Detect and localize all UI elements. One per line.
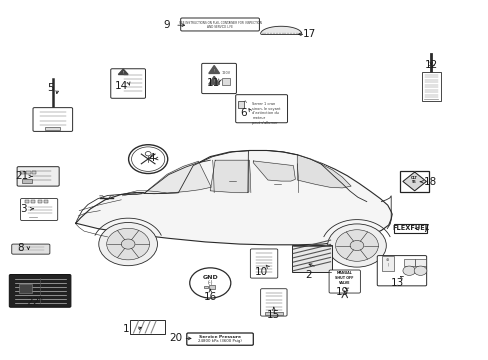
Bar [291, 245, 331, 272]
Text: 18: 18 [423, 177, 436, 187]
Bar [32, 171, 36, 174]
Text: AND SERVICE LIFE: AND SERVICE LIFE [206, 25, 233, 30]
Text: Serrer 1 cran
sinon, le voyant
d'extinction du
moteur
peut s'allumer: Serrer 1 cran sinon, le voyant d'extinct… [252, 102, 280, 125]
Bar [209, 285, 215, 289]
FancyBboxPatch shape [12, 244, 50, 254]
Bar [44, 200, 48, 203]
Circle shape [99, 222, 157, 266]
Bar [400, 171, 428, 192]
Bar [38, 200, 42, 203]
Text: 2: 2 [304, 270, 311, 280]
Bar [45, 127, 60, 130]
Text: 4: 4 [148, 153, 155, 163]
Circle shape [121, 239, 135, 249]
Polygon shape [260, 26, 301, 34]
Text: 10: 10 [255, 267, 267, 277]
FancyBboxPatch shape [328, 270, 360, 293]
Circle shape [131, 147, 164, 171]
Bar [31, 200, 35, 203]
Text: 8: 8 [18, 243, 24, 253]
FancyBboxPatch shape [20, 199, 58, 220]
Text: 7: 7 [421, 224, 428, 234]
Text: 11: 11 [206, 78, 220, 88]
Text: 15: 15 [266, 310, 280, 320]
FancyBboxPatch shape [33, 108, 73, 131]
Circle shape [327, 224, 386, 267]
Text: 1: 1 [122, 324, 129, 334]
Text: 17: 17 [302, 29, 316, 39]
Bar [26, 171, 30, 174]
FancyBboxPatch shape [9, 274, 71, 307]
Bar [204, 286, 208, 288]
Text: (-): (-) [207, 280, 213, 285]
Polygon shape [118, 69, 128, 75]
Text: 19: 19 [335, 287, 348, 297]
Circle shape [413, 266, 426, 275]
Bar [22, 180, 32, 183]
FancyBboxPatch shape [201, 63, 236, 94]
Bar [130, 320, 165, 334]
Circle shape [106, 228, 149, 260]
Text: GND: GND [202, 275, 218, 280]
Bar [19, 284, 31, 292]
Polygon shape [210, 160, 248, 193]
Polygon shape [253, 161, 295, 181]
Bar [24, 200, 29, 203]
Text: Service Pressure: Service Pressure [199, 334, 241, 339]
Text: !: ! [122, 71, 124, 75]
FancyBboxPatch shape [110, 69, 145, 98]
Circle shape [349, 240, 363, 251]
Text: OLT
95: OLT 95 [410, 176, 417, 184]
FancyBboxPatch shape [377, 256, 426, 286]
FancyBboxPatch shape [260, 289, 286, 316]
Circle shape [335, 230, 378, 261]
Text: 14: 14 [114, 81, 128, 91]
Text: FLEXFUEL: FLEXFUEL [391, 225, 428, 231]
Text: 24800 kPa (3600 Psig): 24800 kPa (3600 Psig) [198, 339, 242, 343]
Polygon shape [208, 76, 219, 84]
Circle shape [189, 268, 230, 298]
FancyBboxPatch shape [186, 333, 253, 345]
Bar [421, 72, 440, 101]
Polygon shape [144, 161, 211, 194]
Text: 9: 9 [163, 20, 169, 30]
Text: ⊕
|: ⊕ | [385, 258, 389, 266]
Text: MANUAL
SHUT OFF
VALVE: MANUAL SHUT OFF VALVE [335, 271, 353, 284]
Polygon shape [76, 150, 391, 245]
Text: 120V: 120V [221, 71, 230, 76]
Polygon shape [208, 66, 219, 73]
FancyBboxPatch shape [250, 249, 277, 278]
Text: 6: 6 [240, 108, 246, 118]
Bar [381, 256, 393, 271]
FancyBboxPatch shape [235, 95, 287, 123]
Bar [20, 171, 24, 174]
Text: 13: 13 [389, 278, 403, 288]
FancyBboxPatch shape [17, 167, 59, 186]
Text: 5: 5 [47, 83, 54, 93]
Bar [264, 312, 283, 315]
Text: !: ! [213, 79, 214, 84]
Text: 20: 20 [169, 333, 182, 343]
Text: 22: 22 [26, 297, 40, 307]
Bar [238, 101, 244, 108]
Text: 12: 12 [424, 60, 437, 70]
Bar [221, 78, 230, 85]
Bar [393, 224, 427, 233]
Text: !: ! [213, 68, 214, 73]
FancyBboxPatch shape [181, 18, 259, 31]
Text: 21: 21 [15, 171, 29, 181]
Circle shape [128, 145, 167, 174]
Polygon shape [402, 172, 426, 191]
Circle shape [402, 266, 415, 275]
Bar [403, 259, 414, 266]
Polygon shape [297, 155, 350, 188]
Text: SEE INSTRUCTIONS ON FUEL CONTAINER FOR INSPECTION: SEE INSTRUCTIONS ON FUEL CONTAINER FOR I… [178, 21, 261, 26]
Text: 3: 3 [20, 204, 27, 214]
Text: 16: 16 [203, 292, 217, 302]
Bar [414, 259, 425, 266]
